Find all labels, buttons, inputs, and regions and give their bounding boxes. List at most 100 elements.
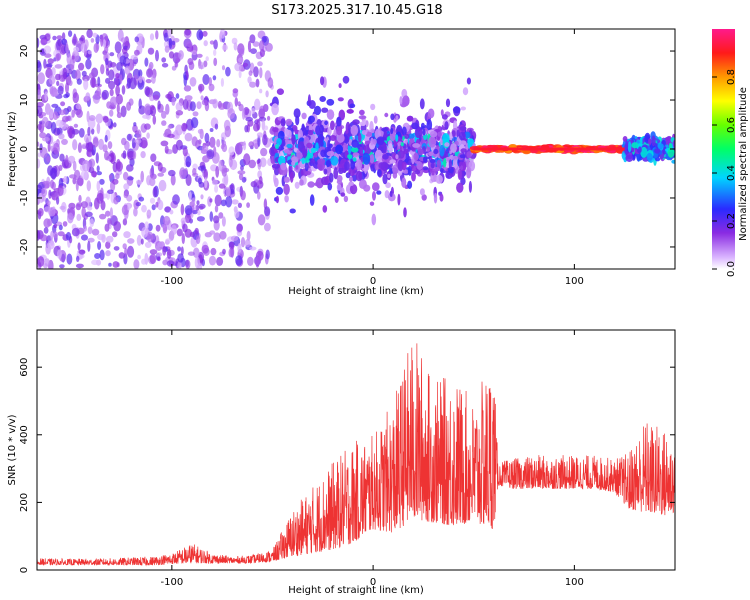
spectrogram-cell [522,150,531,155]
spectrogram-cell [56,53,61,61]
spectrogram-cell [62,221,68,227]
spectrogram-cell [46,200,51,206]
spectrogram-cell [214,123,219,130]
spectrogram-cell [109,88,114,97]
spectrogram-cell [231,199,239,205]
spectrogram-cell [37,256,45,267]
spectrogram-cell [201,145,209,153]
spectrogram-cell [105,250,111,257]
spectrogram-cell [456,182,464,193]
spectrogram-cell [275,144,279,150]
spectrogram-cell [86,180,92,192]
spectrogram-cell [57,231,65,237]
spectrogram-cell [329,135,337,141]
spectrogram-cell [464,131,471,139]
spectrogram-cell [383,142,387,154]
spectrogram-cell [40,147,48,159]
spectrogram-cell [144,86,150,96]
spectrogram-cell [657,143,664,149]
spectrogram-cell [326,98,335,106]
spectrogram-cell [259,157,267,168]
spectrogram-cell [149,253,157,265]
spectrogram-cell [257,191,261,200]
spectrogram-cell [238,173,244,181]
colorbar-tick-label: 0.8 [726,69,737,85]
spectrogram-cell [141,204,147,213]
spectrogram-cell [151,204,156,211]
spectrogram-cell [195,235,201,245]
spectrogram-cell [328,143,333,148]
spectrogram-cell [356,159,362,171]
snr-y-label: SNR (10 * v/v) [7,414,18,485]
spectrogram-cell [294,181,300,189]
spectrogram-cell [221,44,228,51]
spectrogram-cell [76,109,83,118]
spectrogram-cell [76,202,83,208]
spectrogram-cell [97,76,101,87]
spectrogram-cell [149,197,156,204]
spectrogram-cell [382,154,389,160]
spectrogram-cell [144,123,151,130]
spectrogram-cell [322,205,328,213]
spectrogram-cell [104,134,108,143]
snr-y-tick-label: 600 [19,358,30,377]
spectrogram-cell [44,53,52,58]
spectrogram-cell [180,203,185,216]
spectrogram-cell [310,158,316,164]
spectrogram-cell [63,94,69,99]
spectrogram-cell [232,88,239,94]
spectrogram-cell [218,103,226,110]
spectrogram-cell [197,129,203,134]
spectrogram-cell [104,150,110,161]
spectrogram-cell [175,57,181,63]
spectrogram-cell [247,40,252,53]
spectrogram-cell [115,94,124,105]
spectrogram-cell [205,56,209,62]
spectrogram-cell [85,58,92,70]
spectrogram-cell [52,111,59,120]
spectrogram-cell [372,182,380,192]
snr-x-tick-label: 100 [565,577,584,588]
spectrogram-cell [78,249,86,255]
spectrogram-cell [427,108,435,119]
spectrogram-cell [245,116,253,122]
spectrogram-cell [142,114,150,119]
spectrogram-cell [671,159,675,164]
spectrogram-cell [280,162,287,171]
spectrogram-cell [57,249,62,259]
spectrogram-cell [295,164,299,170]
spectrogram-cell [146,209,152,219]
spectrogram-cell [228,155,233,168]
colorbar-tick-label: 0.4 [726,165,737,181]
spectrogram-cell [264,222,271,232]
spectrogram-cell [201,99,208,106]
spectrogram-cell [301,157,306,165]
spectrogram-cell [100,64,105,75]
spectrogram-cell [179,167,187,180]
spectrogram-cell [258,40,265,51]
spectrogram-cell [188,191,192,202]
spectrogram-cell [192,168,197,176]
snr-x-tick-label: -100 [160,577,183,588]
spectrogram-cell [209,40,215,45]
spectrogram-cell [196,101,202,110]
spectrogram-cell [238,48,245,57]
spectrogram-cell [161,120,167,126]
spectrogram-cell [105,210,111,217]
spectrogram-cell [419,98,425,110]
spectrogram-cell [267,77,274,89]
spectrogram-cell [56,35,63,40]
spectrogram-cell [258,176,263,185]
spectrogram-cell [175,110,184,116]
spectrogram-cell [209,230,216,235]
spectrogram-cell [401,126,407,136]
spectrogram-cell [422,166,429,171]
spectrogram-cell [184,213,192,224]
spectrogram-cell [171,40,176,46]
spectrogram-cell [397,159,404,172]
spectrogram-cell [216,139,221,148]
spectrogram-cell [194,256,201,269]
spectrogram-cell [237,202,242,208]
spectrogram-cell [244,125,249,133]
spectrogram-cell [197,210,201,216]
